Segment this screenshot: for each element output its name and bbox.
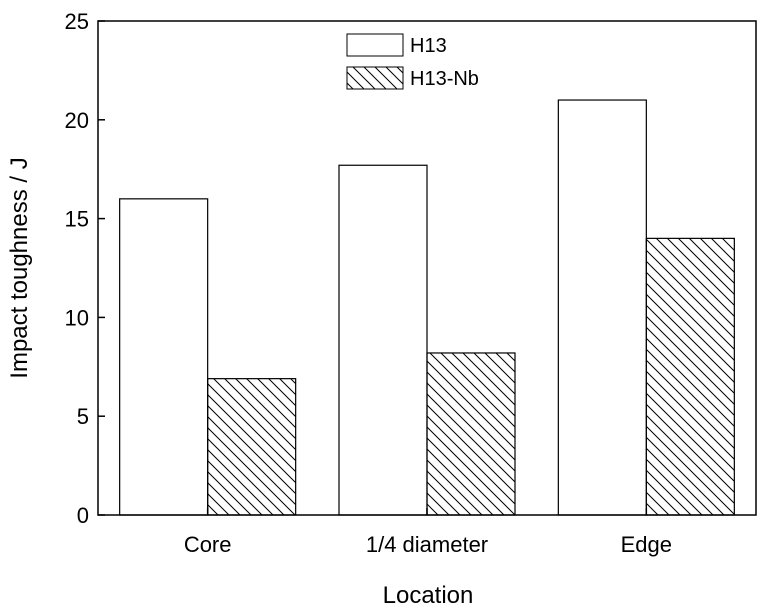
x-tick-label: 1/4 diameter	[366, 532, 488, 557]
y-tick-label: 10	[65, 305, 89, 330]
y-tick-label: 20	[65, 108, 89, 133]
bar-h13-core	[119, 198, 209, 516]
y-tick-label: 15	[65, 207, 89, 232]
x-tick-label: Core	[184, 532, 232, 557]
legend-label-h13: H13	[410, 35, 447, 57]
x-axis-title: Location	[383, 582, 474, 609]
y-axis-title: Impact toughness / J	[6, 157, 33, 378]
bar-h13-1-4-diameter	[338, 164, 428, 516]
bar-h13-edge	[557, 99, 647, 516]
y-tick-label: 0	[77, 503, 89, 528]
legend-swatch-h13	[346, 33, 404, 57]
bars-layer	[119, 99, 735, 516]
legend: H13 H13-Nb	[346, 33, 479, 90]
y-axis: 0 5 10 15 20 25	[65, 9, 105, 528]
y-tick-label: 25	[65, 9, 89, 34]
bar-h13-nb-core	[207, 378, 297, 516]
y-tick-label: 5	[77, 404, 89, 429]
legend-swatch-h13-nb	[346, 66, 404, 90]
bar-h13-nb-1-4-diameter	[426, 352, 516, 516]
x-axis: Core 1/4 diameter Edge	[184, 508, 672, 557]
bar-h13-nb-edge	[645, 237, 735, 516]
legend-label-h13-nb: H13-Nb	[410, 68, 479, 90]
x-tick-label: Edge	[621, 532, 672, 557]
